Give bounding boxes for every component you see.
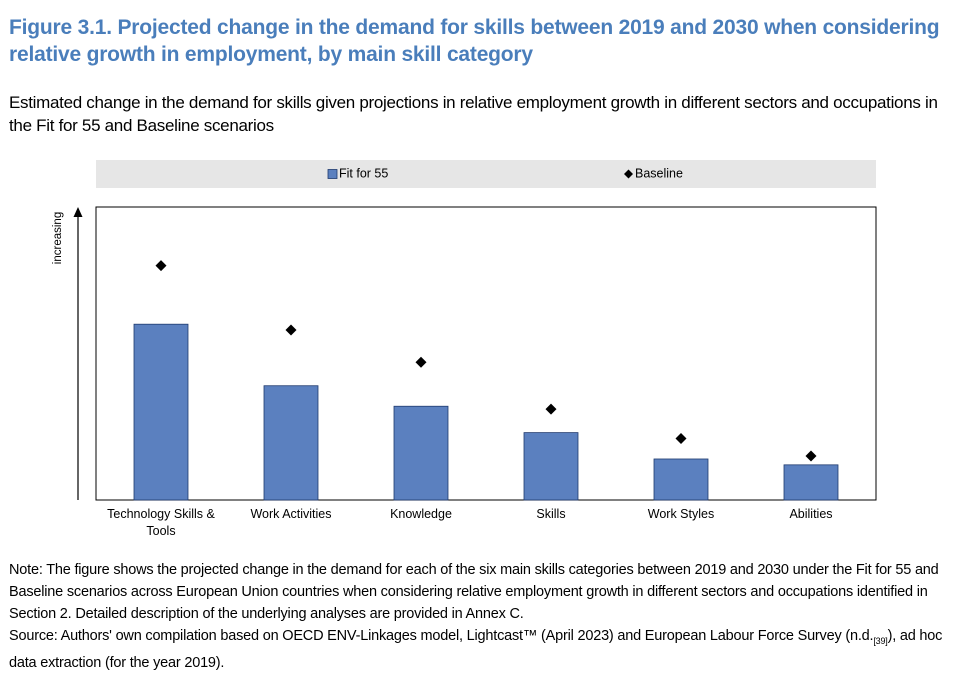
x-tick-label: Technology Skills & Tools bbox=[107, 507, 215, 538]
bar bbox=[393, 405, 449, 501]
bar bbox=[653, 458, 709, 501]
baseline-marker bbox=[805, 450, 817, 462]
bar bbox=[523, 432, 579, 501]
legend-swatch bbox=[327, 169, 338, 179]
source-text: ), ad hoc data extraction (for the year … bbox=[9, 628, 943, 671]
x-tick-label: Skills bbox=[536, 507, 566, 521]
bar bbox=[133, 323, 189, 501]
legend-swatch bbox=[624, 169, 633, 179]
legend-background bbox=[96, 160, 876, 188]
chart-title: Figure 3.1. Projected change in the dema… bbox=[9, 16, 940, 66]
note: Note: The figure shows the projected cha… bbox=[9, 562, 939, 622]
baseline-marker bbox=[675, 432, 687, 444]
baseline-marker bbox=[415, 356, 427, 368]
source-text: Source: Authors' own compilation based o… bbox=[9, 628, 874, 644]
chart-subtitle: Estimated change in the demand for skill… bbox=[9, 93, 938, 135]
y-axis-label: increasing bbox=[52, 212, 64, 264]
chart: increasing Fit for 55 Baseline bbox=[52, 160, 877, 501]
x-tick-label: Knowledge bbox=[390, 507, 452, 521]
y-axis-arrowhead bbox=[73, 207, 83, 217]
baseline-marker bbox=[155, 260, 167, 272]
legend-label: Baseline bbox=[635, 166, 683, 180]
plot-frame bbox=[95, 206, 877, 501]
baseline-marker bbox=[285, 324, 297, 336]
x-tick-label: Abilities bbox=[789, 507, 833, 521]
source: Source: Authors' own compilation based o… bbox=[9, 625, 954, 674]
x-tick-label: Work Styles bbox=[647, 507, 715, 521]
baseline-marker bbox=[545, 403, 557, 415]
legend-label: Fit for 55 bbox=[339, 166, 388, 180]
x-tick-label: Work Activities bbox=[250, 507, 332, 521]
bar bbox=[783, 464, 839, 501]
bar bbox=[263, 385, 319, 501]
source-ref: [39] bbox=[873, 635, 888, 646]
